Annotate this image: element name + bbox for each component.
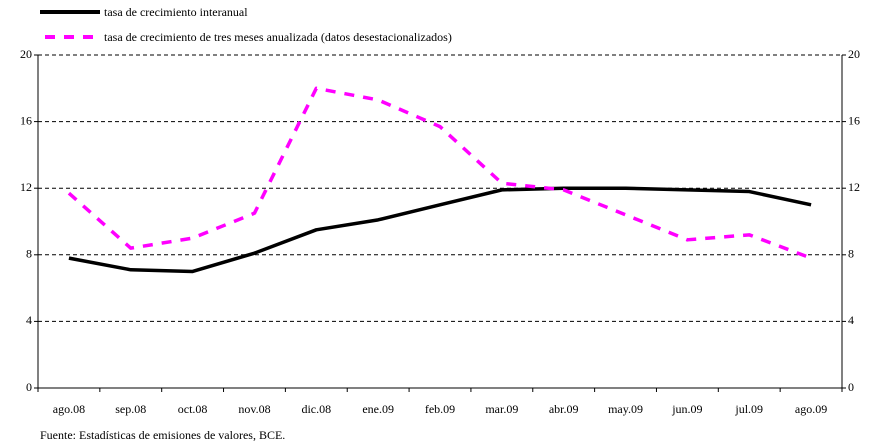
x-tick-label: oct.08 — [178, 402, 208, 416]
x-tick-label: ago.09 — [795, 402, 827, 416]
data-line — [67, 86, 812, 260]
x-tick-label: mar.09 — [485, 402, 518, 416]
x-tick-label: dic.08 — [301, 402, 331, 416]
y2-tick-label: 16 — [848, 113, 860, 127]
x-tick-label: jul.09 — [734, 402, 763, 416]
x-tick-label: abr.09 — [549, 402, 579, 416]
x-tick-label: ene.09 — [362, 402, 394, 416]
x-tick-label: jun.09 — [671, 402, 702, 416]
x-tick-label: feb.09 — [425, 402, 455, 416]
legend-label: tasa de crecimiento de tres meses anuali… — [104, 30, 452, 44]
x-tick-label: sep.08 — [115, 402, 146, 416]
x-tick-label: nov.08 — [238, 402, 270, 416]
y-tick-label: 16 — [20, 113, 32, 127]
y2-tick-label: 20 — [848, 47, 860, 61]
x-tick-label: ago.08 — [53, 402, 85, 416]
y-tick-label: 12 — [20, 180, 32, 194]
x-tick-label: may.09 — [608, 402, 643, 416]
y-tick-label: 8 — [26, 247, 32, 261]
legend-label: tasa de crecimiento interanual — [104, 5, 248, 19]
y2-tick-label: 8 — [848, 247, 854, 261]
data-line — [68, 186, 812, 274]
y-tick-label: 0 — [26, 380, 32, 394]
y-tick-label: 20 — [20, 47, 32, 61]
y2-tick-label: 4 — [848, 313, 854, 327]
source-note: Fuente: Estadísticas de emisiones de val… — [40, 428, 285, 442]
y-tick-label: 4 — [26, 313, 32, 327]
y2-tick-label: 12 — [848, 180, 860, 194]
y2-tick-label: 0 — [848, 380, 854, 394]
